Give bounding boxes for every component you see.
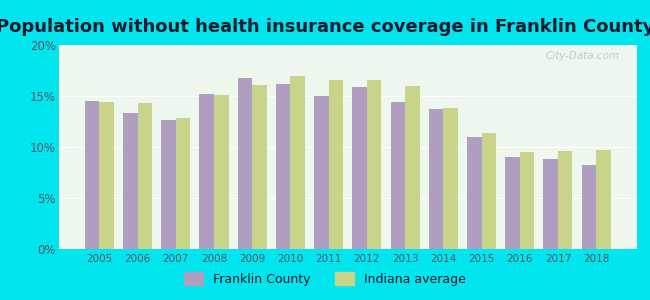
Bar [367, 80, 382, 249]
Bar [467, 137, 482, 249]
Bar [161, 121, 176, 249]
Bar [405, 86, 420, 249]
Bar [582, 165, 596, 249]
Bar [123, 113, 138, 249]
Bar [214, 95, 229, 249]
Bar [543, 159, 558, 249]
Bar [276, 84, 291, 249]
Bar [200, 94, 214, 249]
Bar [429, 109, 443, 249]
Bar [84, 101, 99, 249]
Bar [314, 96, 329, 249]
Bar [443, 108, 458, 249]
Bar [238, 78, 252, 249]
Bar [291, 76, 305, 249]
Text: Population without health insurance coverage in Franklin County: Population without health insurance cove… [0, 18, 650, 36]
Bar [352, 87, 367, 249]
Bar [252, 85, 266, 249]
Bar [99, 102, 114, 249]
Bar [482, 133, 496, 249]
Bar [176, 118, 190, 249]
Bar [520, 152, 534, 249]
Bar [596, 150, 611, 249]
Bar [138, 103, 152, 249]
Bar [558, 151, 573, 249]
Bar [329, 80, 343, 249]
Text: City-Data.com: City-Data.com [545, 51, 619, 61]
Bar [391, 102, 405, 249]
Bar [505, 157, 520, 249]
Legend: Franklin County, Indiana average: Franklin County, Indiana average [179, 267, 471, 291]
